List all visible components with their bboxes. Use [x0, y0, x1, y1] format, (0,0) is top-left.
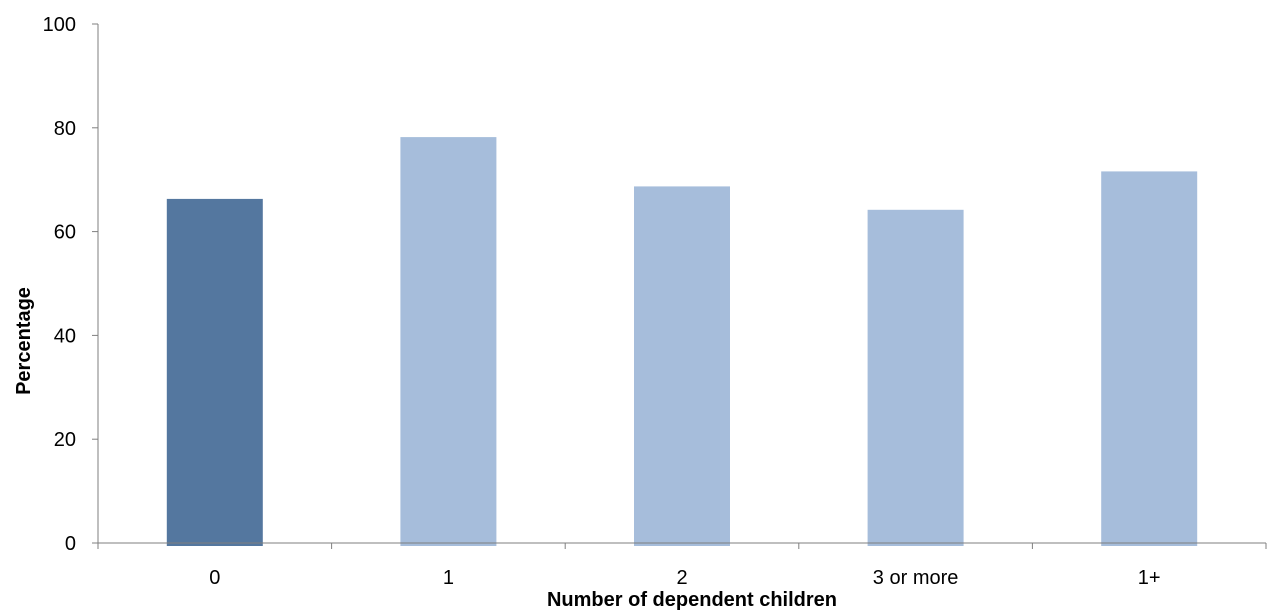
bar-2	[634, 186, 730, 546]
bar-0	[166, 198, 263, 546]
y-tick-label: 80	[54, 118, 76, 140]
x-tick-label: 1+	[1138, 567, 1161, 589]
labels-group: Percentage Number of dependent children	[13, 287, 837, 611]
x-axis-title: Number of dependent children	[547, 589, 837, 611]
y-tick-label: 60	[54, 222, 76, 244]
y-tick-label: 20	[54, 429, 76, 451]
bars-group	[166, 137, 1198, 547]
y-axis-title: Percentage	[13, 287, 35, 395]
y-tick-label: 100	[43, 14, 76, 36]
bar-3-or-more	[867, 209, 964, 547]
axes-group: 0 20 40 60 80 100 0 1 2 3 or more 1+	[43, 14, 1267, 589]
x-tick-label: 3 or more	[873, 567, 959, 589]
y-tick-label: 40	[54, 325, 76, 347]
x-tick-label: 0	[209, 567, 220, 589]
bar-1	[400, 137, 497, 546]
x-tick-label: 1	[443, 567, 454, 589]
y-tick-label: 0	[65, 533, 76, 555]
x-tick-label: 2	[676, 567, 687, 589]
bar-1plus	[1101, 171, 1198, 546]
